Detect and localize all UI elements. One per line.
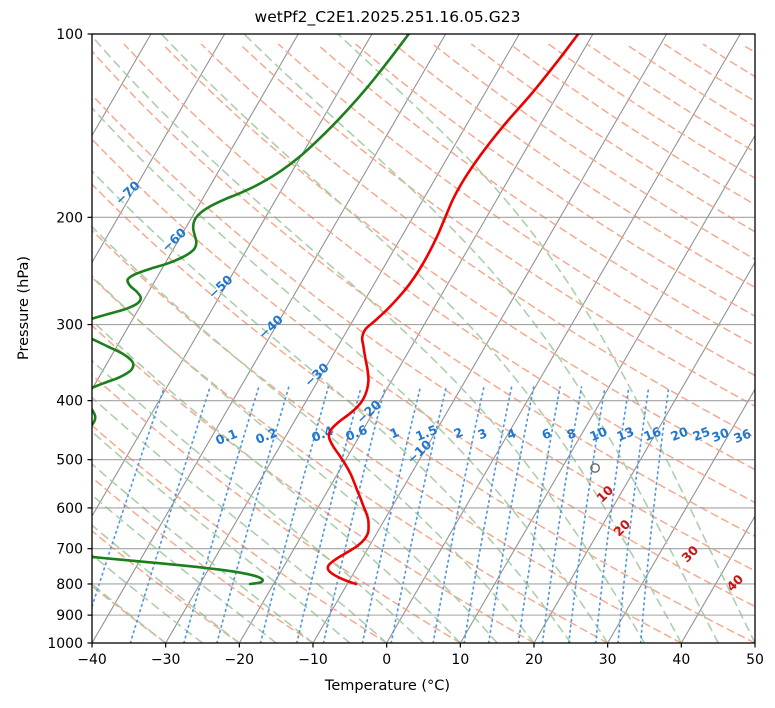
y-tick-label-6: 700	[56, 542, 83, 558]
mixing-ratio-label-15: 25	[690, 424, 712, 444]
y-tick-label-2: 300	[56, 318, 83, 334]
mixing-ratio-line	[463, 386, 513, 643]
isotherm-line	[92, 34, 373, 518]
isotherm-line	[533, 261, 755, 643]
y-tick-label-4: 500	[56, 453, 83, 469]
x-axis-label: Temperature (°C)	[324, 678, 451, 694]
mixing-ratio-line	[259, 386, 330, 643]
y-tick-label-9: 1000	[47, 636, 83, 652]
mixing-ratio-label-11: 10	[587, 424, 609, 445]
isotherm-label-2: −80	[58, 144, 89, 174]
lcl-marker	[590, 463, 600, 473]
mixing-ratio-label-13: 16	[641, 424, 663, 445]
mixing-ratio-label-17: 36	[731, 426, 753, 447]
data-layer	[92, 34, 600, 586]
isotherm-line	[680, 515, 755, 643]
mixing-ratio-line	[567, 386, 606, 643]
isotherm-line	[92, 34, 299, 391]
mixing-ratio-line	[639, 386, 670, 643]
mixing-ratio-label-12: 13	[614, 424, 636, 444]
mixing-ratio-line	[617, 386, 650, 643]
plot-background	[92, 34, 755, 643]
mixing-ratio-line	[216, 386, 290, 643]
dry-adiabat-line	[92, 93, 755, 572]
dry-adiabat-line	[123, 43, 755, 504]
mixing-ratio-line	[432, 386, 485, 643]
plot-frame	[91, 33, 756, 644]
isotherm-line	[92, 34, 226, 264]
dry-adiabat-line	[92, 229, 683, 643]
moist-adiabat-line	[243, 34, 719, 643]
mixing-ratio-line	[517, 386, 561, 643]
x-tick-label-0: −40	[77, 652, 107, 668]
moist-adiabat-line	[92, 553, 204, 643]
dry-adiabat-line	[92, 529, 241, 643]
moist-adiabat-line	[92, 359, 425, 643]
y-tick-label-0: 100	[56, 27, 83, 43]
isotherm-line	[754, 641, 755, 643]
moist-adiabat-line	[92, 319, 462, 643]
dry-adiabat-line	[200, 43, 755, 439]
dry-adiabat-line	[393, 43, 755, 289]
x-tick-label-9: 50	[746, 652, 764, 668]
dry-adiabat-line	[92, 50, 755, 538]
isotherm-line	[0, 34, 4, 643]
mixing-ratio-line	[390, 386, 448, 643]
mixing-ratio-line	[487, 386, 535, 643]
y-tick-label-5: 600	[56, 501, 83, 517]
mixing-ratio-line	[541, 386, 583, 643]
dry-adiabat-line	[92, 424, 388, 643]
x-tick-label-3: −10	[298, 652, 328, 668]
isotherm-label-1: −90	[1, 116, 32, 146]
y-tick-label-1: 200	[56, 210, 83, 226]
moist-adiabat-line	[92, 524, 241, 643]
temperature-curve	[326, 34, 580, 586]
dry-adiabat-line	[355, 43, 755, 318]
mixing-ratio-label-16: 30	[709, 425, 731, 446]
y-axis-label: Pressure (hPa)	[16, 256, 32, 361]
moist-adiabat-line	[92, 225, 535, 643]
mixing-ratio-line	[183, 386, 260, 643]
dry-adiabat-line	[316, 43, 755, 347]
y-tick-label-3: 400	[56, 394, 83, 410]
y-tick-label-7: 800	[56, 577, 83, 593]
moist-adiabat-line	[92, 494, 277, 643]
x-tick-label-4: 0	[382, 652, 391, 668]
moist-adiabat-line	[92, 430, 351, 643]
x-tick-label-8: 40	[672, 652, 690, 668]
mixing-ratio-line	[295, 386, 362, 643]
isotherm-line	[312, 34, 668, 643]
x-tick-label-7: 30	[599, 652, 617, 668]
dewpoint-curve	[92, 34, 411, 586]
axes-layer: −40 −30 −20 −10 0 10 20 30 40 50 100 200 300 400 500 60…	[47, 27, 764, 668]
mixing-ratio-line	[322, 386, 387, 643]
x-tick-label-6: 20	[525, 652, 543, 668]
dry-adiabat-line	[92, 476, 314, 643]
dry-adiabat-line	[162, 43, 755, 471]
mixing-ratio-label-14: 20	[668, 424, 690, 445]
dry-adiabat-line	[92, 276, 609, 643]
dry-adiabat-line	[92, 373, 462, 643]
dry-adiabat-line	[92, 324, 535, 643]
moist-adiabat-line	[92, 463, 314, 643]
mixing-ratio-line	[594, 386, 630, 643]
y-tick-label-8: 900	[56, 608, 83, 624]
x-tick-label-2: −20	[225, 652, 255, 668]
page-title: wetPf2_C2E1.2025.251.16.05.G23	[254, 8, 521, 26]
x-tick-label-1: −30	[151, 652, 181, 668]
isotherm-line	[238, 34, 594, 643]
moist-adiabat-line	[92, 583, 167, 643]
dry-adiabat-line	[92, 138, 755, 608]
moist-adiabat-line	[337, 34, 755, 643]
isotherm-line	[92, 34, 447, 643]
mixing-ratio-line	[361, 386, 422, 643]
moist-adiabat-line	[92, 170, 572, 643]
x-tick-label-5: 10	[451, 652, 469, 668]
